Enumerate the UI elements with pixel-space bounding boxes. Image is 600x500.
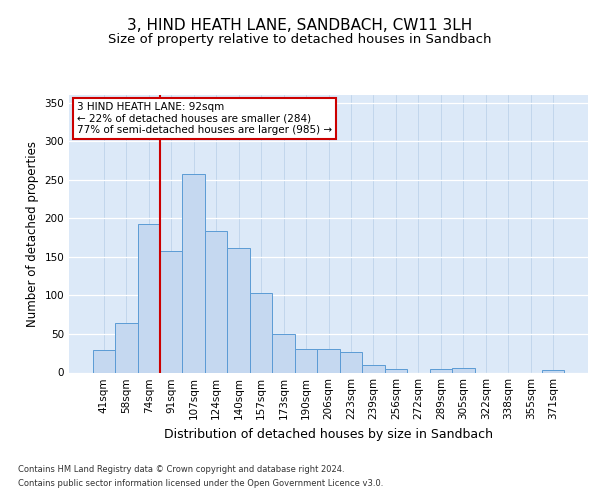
Bar bbox=[317, 350, 340, 372]
Y-axis label: Number of detached properties: Number of detached properties bbox=[26, 141, 39, 327]
Bar bbox=[92, 350, 115, 372]
Bar bbox=[430, 368, 452, 372]
Bar bbox=[227, 248, 250, 372]
Bar bbox=[362, 365, 385, 372]
Bar bbox=[542, 370, 565, 372]
X-axis label: Distribution of detached houses by size in Sandbach: Distribution of detached houses by size … bbox=[164, 428, 493, 441]
Bar bbox=[115, 323, 137, 372]
Bar bbox=[295, 348, 317, 372]
Text: 3 HIND HEATH LANE: 92sqm
← 22% of detached houses are smaller (284)
77% of semi-: 3 HIND HEATH LANE: 92sqm ← 22% of detach… bbox=[77, 102, 332, 135]
Text: Contains HM Land Registry data © Crown copyright and database right 2024.: Contains HM Land Registry data © Crown c… bbox=[18, 465, 344, 474]
Bar bbox=[205, 230, 227, 372]
Bar bbox=[137, 224, 160, 372]
Bar bbox=[340, 352, 362, 372]
Text: 3, HIND HEATH LANE, SANDBACH, CW11 3LH: 3, HIND HEATH LANE, SANDBACH, CW11 3LH bbox=[127, 18, 473, 32]
Bar bbox=[250, 293, 272, 372]
Bar bbox=[385, 368, 407, 372]
Bar bbox=[182, 174, 205, 372]
Text: Size of property relative to detached houses in Sandbach: Size of property relative to detached ho… bbox=[108, 32, 492, 46]
Bar bbox=[272, 334, 295, 372]
Bar bbox=[452, 368, 475, 372]
Text: Contains public sector information licensed under the Open Government Licence v3: Contains public sector information licen… bbox=[18, 478, 383, 488]
Bar bbox=[160, 250, 182, 372]
